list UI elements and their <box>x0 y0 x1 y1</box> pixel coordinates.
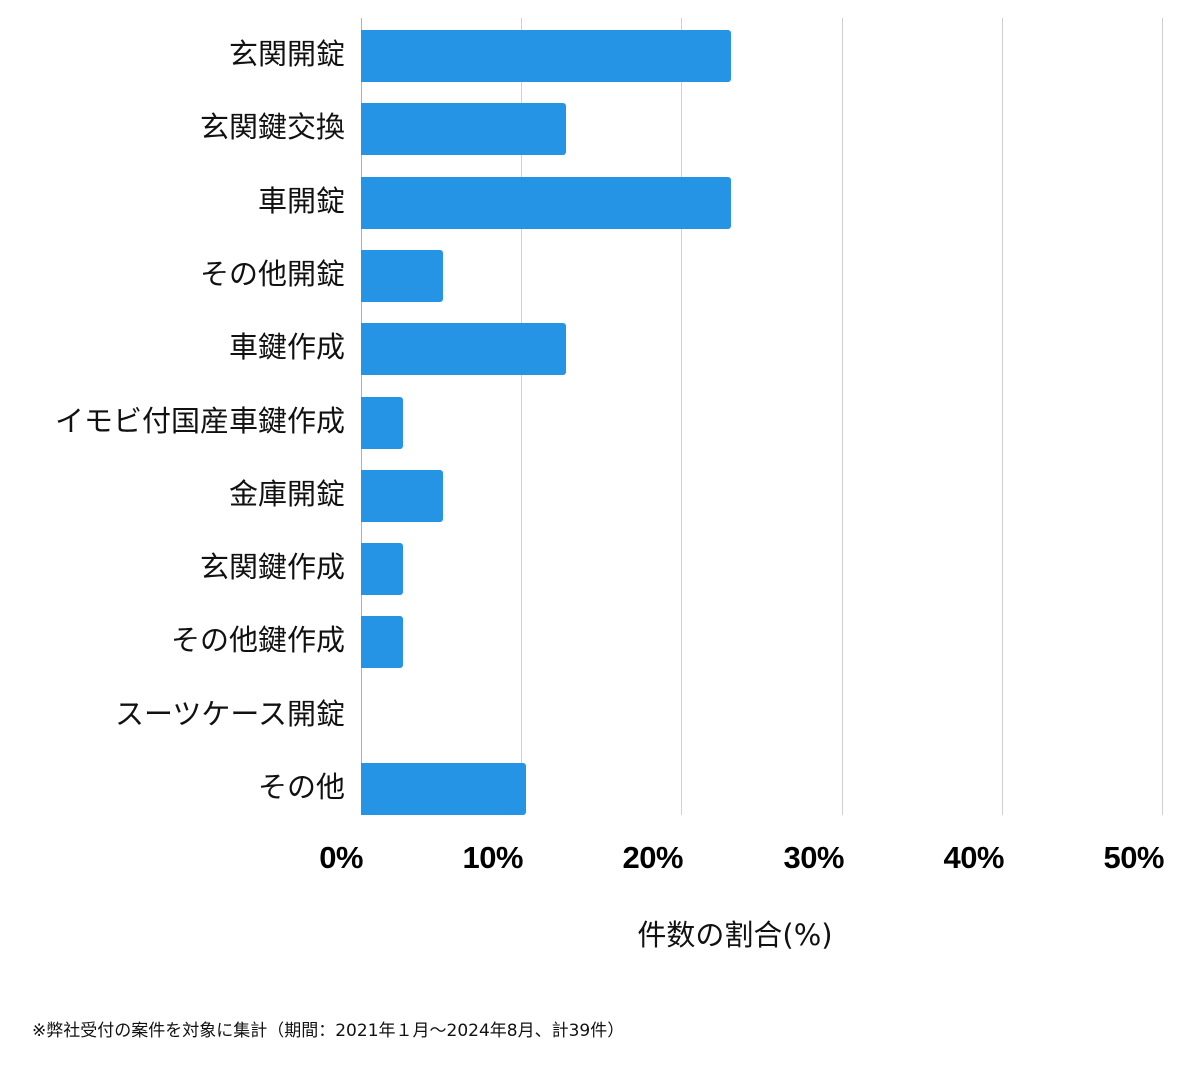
category-label: その他開錠 <box>199 257 345 291</box>
bar <box>361 250 443 302</box>
x-axis-title: 件数の割合(%) <box>637 918 833 952</box>
x-tick-label: 40% <box>943 840 1004 875</box>
x-tick-label: 50% <box>1103 840 1164 875</box>
bar <box>361 397 403 449</box>
bar <box>361 103 566 155</box>
x-tick-label: 20% <box>622 840 683 875</box>
x-tick-label: 10% <box>462 840 523 875</box>
category-label: 玄関開錠 <box>228 37 345 71</box>
gridline <box>521 18 522 815</box>
category-label: その他鍵作成 <box>170 623 345 657</box>
category-label: 車鍵作成 <box>228 330 345 364</box>
category-label: スーツケース開錠 <box>115 697 345 731</box>
bar <box>361 616 403 668</box>
footnote: ※弊社受付の案件を対象に集計（期間：2021年１月～2024年8月、計39件） <box>32 1021 625 1041</box>
gridline <box>842 18 843 815</box>
x-tick-label: 0% <box>319 840 363 875</box>
category-label: 金庫開錠 <box>228 477 345 511</box>
category-label: 玄関鍵作成 <box>199 550 345 584</box>
bar <box>361 763 526 815</box>
bar <box>361 177 731 229</box>
bar <box>361 30 731 82</box>
gridline <box>681 18 682 815</box>
category-label: イモビ付国産車鍵作成 <box>54 404 345 438</box>
bar <box>361 543 403 595</box>
x-tick-label: 30% <box>783 840 844 875</box>
gridline <box>1002 18 1003 815</box>
category-label: その他 <box>257 770 345 804</box>
category-label: 玄関鍵交換 <box>199 110 345 144</box>
bar <box>361 323 566 375</box>
gridline <box>1162 18 1163 815</box>
category-label: 車開錠 <box>257 184 345 218</box>
bar <box>361 470 443 522</box>
